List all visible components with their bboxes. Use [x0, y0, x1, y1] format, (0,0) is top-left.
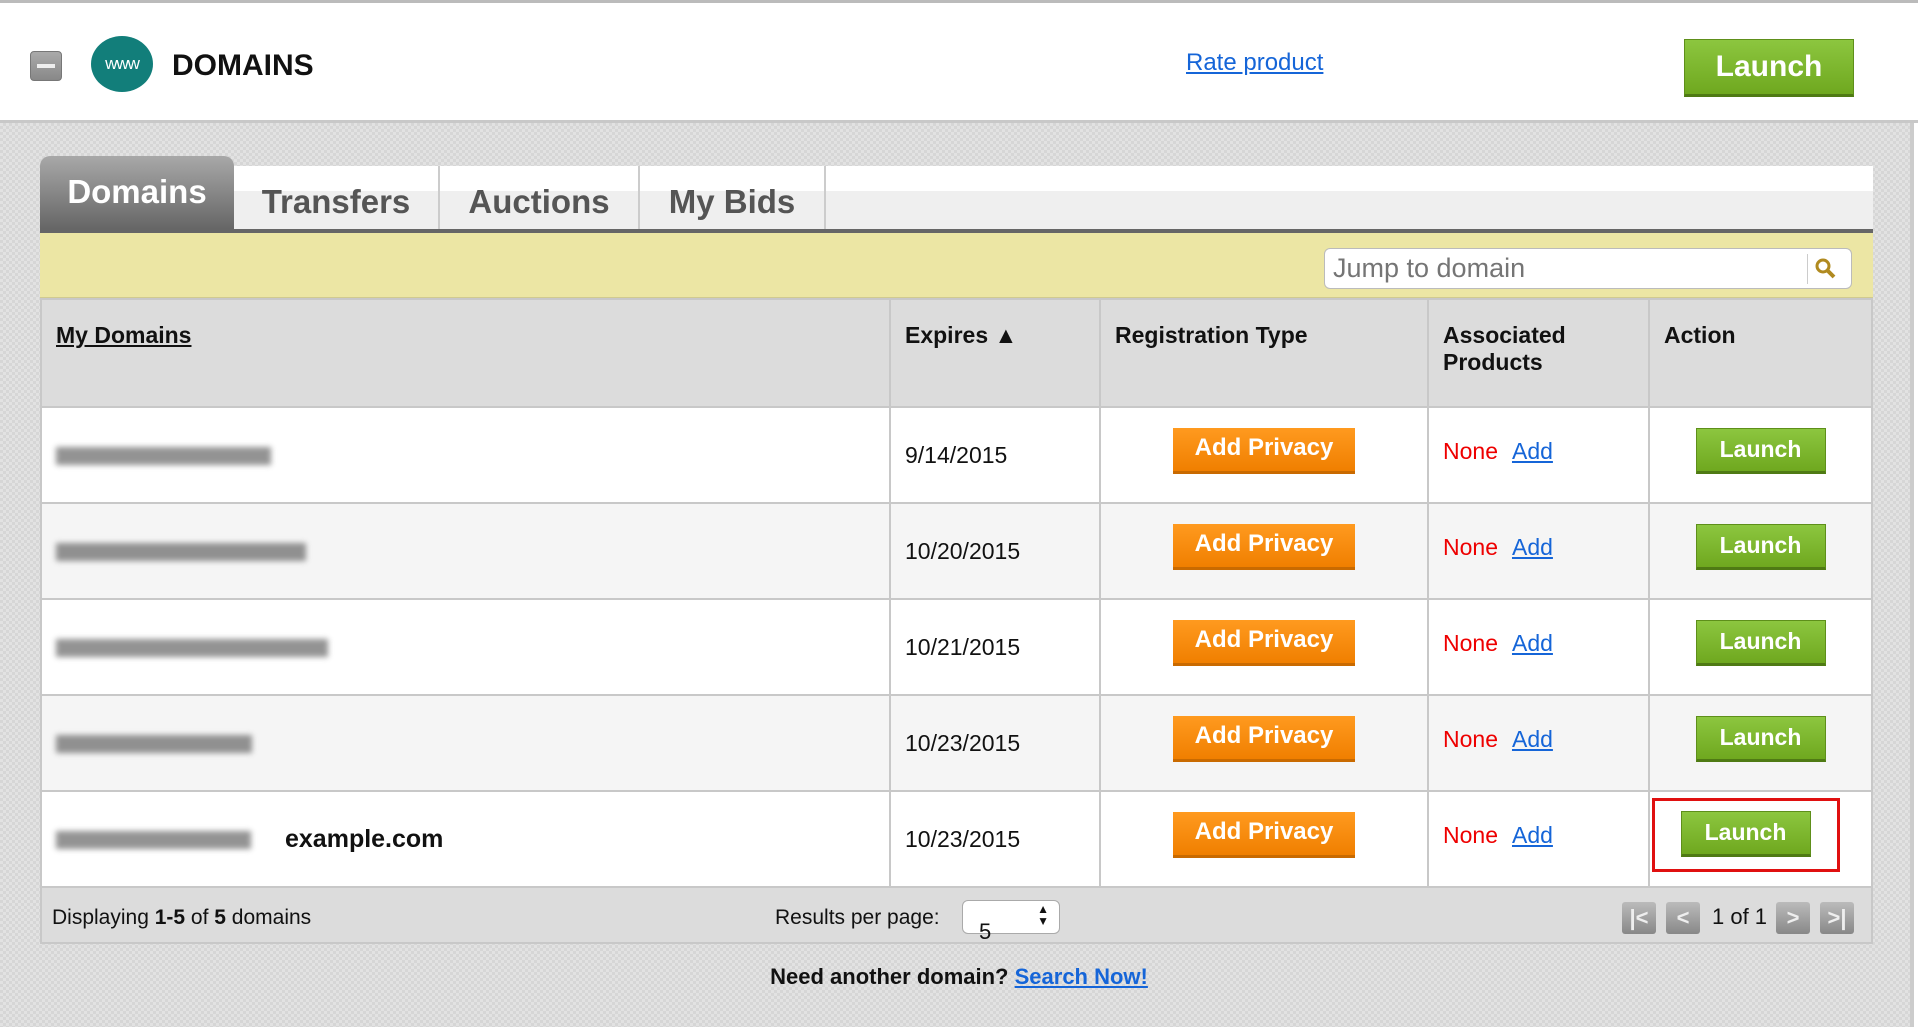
- none-label: None: [1443, 629, 1498, 656]
- col-expires[interactable]: Expires ▲: [889, 298, 1101, 408]
- table-footer: Displaying 1-5 of 5 domains Results per …: [40, 886, 1873, 944]
- first-page-icon[interactable]: |<: [1622, 902, 1656, 934]
- products-cell: None Add: [1427, 406, 1650, 504]
- blurred-domain-name[interactable]: [56, 447, 271, 466]
- registration-cell: Add Privacy: [1099, 502, 1429, 600]
- table-row: 10/20/2015 Add Privacy None Add Launch: [40, 502, 1873, 600]
- domain-cell: [40, 694, 891, 792]
- expires-cell: 10/23/2015: [889, 790, 1101, 888]
- tab-my-bids[interactable]: My Bids: [640, 166, 826, 229]
- add-product-link[interactable]: Add: [1511, 533, 1553, 560]
- products-cell: None Add: [1427, 790, 1650, 888]
- action-cell: Launch: [1648, 598, 1873, 696]
- collapse-button[interactable]: [30, 51, 62, 81]
- table-row: 10/21/2015 Add Privacy None Add Launch: [40, 598, 1873, 696]
- expires-cell: 9/14/2015: [889, 406, 1101, 504]
- page-title: DOMAINS: [172, 49, 314, 82]
- expires-cell: 10/21/2015: [889, 598, 1101, 696]
- col-my-domains[interactable]: My Domains: [40, 298, 891, 408]
- search-bar: [40, 233, 1873, 298]
- add-privacy-button[interactable]: Add Privacy: [1173, 428, 1355, 474]
- domains-table: My Domains Expires ▲ Registration Type A…: [40, 298, 1873, 888]
- blurred-domain-name[interactable]: [56, 639, 328, 658]
- none-label: None: [1443, 821, 1498, 848]
- results-per-page-label: Results per page:: [775, 906, 940, 929]
- table-row: 9/14/2015 Add Privacy None Add Launch: [40, 406, 1873, 504]
- highlight-box: Launch: [1651, 798, 1840, 872]
- products-cell: None Add: [1427, 694, 1650, 792]
- expires-cell: 10/20/2015: [889, 502, 1101, 600]
- add-privacy-button[interactable]: Add Privacy: [1173, 716, 1355, 762]
- domain-cell: [40, 502, 891, 600]
- domain-label: example.com: [285, 824, 444, 853]
- col-action: Action: [1648, 298, 1873, 408]
- action-cell: Launch: [1648, 790, 1873, 888]
- none-label: None: [1443, 533, 1498, 560]
- products-cell: None Add: [1427, 502, 1650, 600]
- launch-domain-button[interactable]: Launch: [1695, 524, 1826, 570]
- launch-button[interactable]: Launch: [1684, 39, 1854, 97]
- expires-cell: 10/23/2015: [889, 694, 1101, 792]
- search-now-link[interactable]: Search Now!: [1014, 964, 1148, 989]
- action-cell: Launch: [1648, 502, 1873, 600]
- app-header: www DOMAINS Rate product Launch: [0, 0, 1918, 123]
- tab-bar: Domains Transfers Auctions My Bids: [40, 156, 1873, 233]
- add-privacy-button[interactable]: Add Privacy: [1173, 812, 1355, 858]
- action-cell: Launch: [1648, 694, 1873, 792]
- launch-domain-button[interactable]: Launch: [1695, 716, 1826, 762]
- add-product-link[interactable]: Add: [1511, 437, 1553, 464]
- domain-cell: [40, 406, 891, 504]
- search-icon[interactable]: [1807, 254, 1841, 284]
- next-page-icon[interactable]: >: [1776, 902, 1810, 934]
- last-page-icon[interactable]: >|: [1820, 902, 1854, 934]
- registration-cell: Add Privacy: [1099, 598, 1429, 696]
- domains-logo: www: [91, 36, 153, 92]
- table-row: 10/23/2015 Add Privacy None Add Launch: [40, 694, 1873, 792]
- blurred-domain-name[interactable]: [56, 735, 252, 754]
- add-privacy-button[interactable]: Add Privacy: [1173, 620, 1355, 666]
- launch-domain-button[interactable]: Launch: [1680, 811, 1811, 857]
- add-product-link[interactable]: Add: [1511, 629, 1553, 656]
- launch-domain-button[interactable]: Launch: [1695, 428, 1826, 474]
- tab-auctions[interactable]: Auctions: [440, 166, 640, 229]
- col-registration-type: Registration Type: [1099, 298, 1429, 408]
- add-product-link[interactable]: Add: [1511, 725, 1553, 752]
- domain-cell: example.com: [40, 790, 891, 888]
- tab-domains[interactable]: Domains: [40, 156, 234, 229]
- col-associated-products: Associated Products: [1427, 298, 1650, 408]
- add-product-link[interactable]: Add: [1511, 821, 1553, 848]
- registration-cell: Add Privacy: [1099, 790, 1429, 888]
- tab-transfers[interactable]: Transfers: [234, 166, 440, 229]
- add-privacy-button[interactable]: Add Privacy: [1173, 524, 1355, 570]
- page-indicator: 1 of 1: [1712, 904, 1768, 929]
- action-cell: Launch: [1648, 406, 1873, 504]
- rate-product-link[interactable]: Rate product: [1186, 49, 1324, 76]
- blurred-domain-name[interactable]: [56, 543, 306, 562]
- table-row: example.com 10/23/2015 Add Privacy None A…: [40, 790, 1873, 888]
- none-label: None: [1443, 437, 1498, 464]
- jump-to-domain-input[interactable]: [1325, 249, 1785, 288]
- registration-cell: Add Privacy: [1099, 406, 1429, 504]
- launch-domain-button[interactable]: Launch: [1695, 620, 1826, 666]
- jump-to-domain: [1324, 248, 1852, 289]
- blurred-domain-name[interactable]: [56, 831, 251, 850]
- registration-cell: Add Privacy: [1099, 694, 1429, 792]
- display-count: Displaying 1-5 of 5 domains: [52, 906, 312, 929]
- prev-page-icon[interactable]: <: [1666, 902, 1700, 934]
- need-domain-prompt: Need another domain? Search Now!: [770, 964, 1148, 989]
- products-cell: None Add: [1427, 598, 1650, 696]
- sort-my-domains[interactable]: My Domains: [56, 322, 192, 348]
- domain-cell: [40, 598, 891, 696]
- none-label: None: [1443, 725, 1498, 752]
- results-per-page-select[interactable]: 5 ▲ ▼: [962, 900, 1060, 944]
